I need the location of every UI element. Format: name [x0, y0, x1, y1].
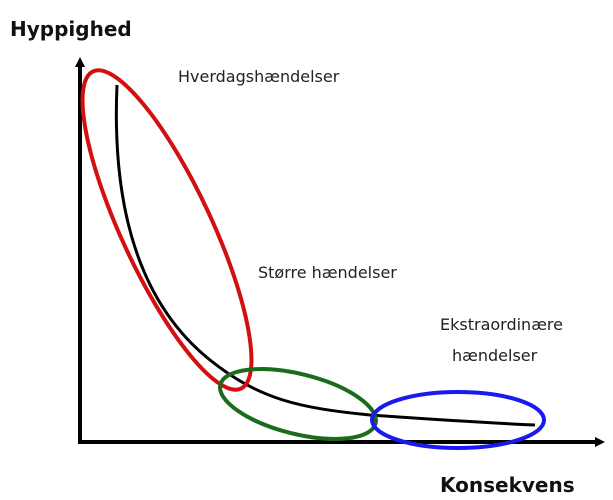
- y-axis-label: Hyppighed: [10, 17, 132, 41]
- red-ellipse: [80, 68, 254, 392]
- region-label: hændelser: [452, 346, 538, 365]
- region-label: Hverdagshændelser: [178, 67, 340, 86]
- region-label: Ekstraordinære: [440, 315, 563, 334]
- x-axis-label: Konsekvens: [440, 473, 575, 497]
- blue-ellipse: [370, 390, 546, 450]
- curve: [114, 84, 536, 427]
- region-label: Større hændelser: [258, 263, 397, 282]
- green-ellipse: [218, 367, 378, 441]
